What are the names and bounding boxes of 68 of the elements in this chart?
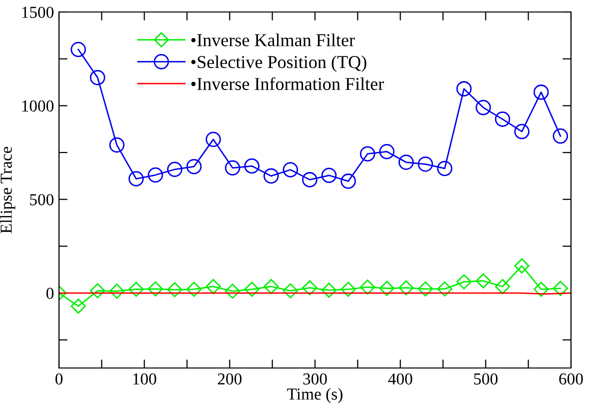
y-axis-title: Ellipse Trace <box>0 146 16 234</box>
point <box>340 174 356 189</box>
point <box>302 280 318 296</box>
point <box>418 281 433 296</box>
point <box>128 171 144 186</box>
point <box>225 284 240 299</box>
x-tick-label: 200 <box>218 373 242 385</box>
y-tick-label: 1000 <box>22 100 54 112</box>
point <box>167 162 182 178</box>
point <box>70 42 86 58</box>
x-tick-label: 600 <box>559 373 583 385</box>
point <box>398 154 414 170</box>
point <box>398 280 414 296</box>
legend-label: •Inverse Information Filter <box>191 77 384 90</box>
point <box>90 70 106 86</box>
point <box>148 167 164 183</box>
point <box>167 282 182 298</box>
x-axis-title: Time (s) <box>287 388 342 404</box>
point <box>533 84 549 100</box>
y-tick-label: 1500 <box>22 6 54 18</box>
x-tick-label: 300 <box>303 373 327 385</box>
point <box>437 160 452 176</box>
point <box>437 281 452 296</box>
point <box>186 282 202 297</box>
point <box>514 124 530 140</box>
point <box>90 283 106 298</box>
point <box>264 278 279 294</box>
point <box>514 258 530 274</box>
point <box>244 282 260 297</box>
point <box>148 281 163 296</box>
point <box>302 172 318 188</box>
point <box>109 137 124 153</box>
x-tick-label: 0 <box>55 373 63 385</box>
point <box>321 168 337 184</box>
point <box>456 274 472 290</box>
point <box>109 284 124 299</box>
point <box>552 280 568 296</box>
point <box>360 146 376 162</box>
point <box>379 280 394 296</box>
point <box>494 278 510 294</box>
point <box>128 282 144 297</box>
point <box>340 282 356 297</box>
point <box>476 273 491 288</box>
x-tick-label: 400 <box>388 373 412 385</box>
legend-label: •Selective Position (TQ) <box>191 55 366 72</box>
point <box>282 283 298 298</box>
point <box>224 160 240 176</box>
point <box>206 278 221 294</box>
point <box>494 112 510 127</box>
point <box>418 156 434 172</box>
point <box>264 168 279 184</box>
x-tick-label: 500 <box>474 373 498 385</box>
point <box>321 282 337 298</box>
point <box>282 162 298 178</box>
point <box>70 298 86 314</box>
y-tick-label: 500 <box>30 194 54 206</box>
point <box>552 128 568 144</box>
point <box>244 158 260 174</box>
x-tick-label: 100 <box>133 373 156 385</box>
point <box>186 158 202 174</box>
y-tick-label: 0 <box>46 288 54 299</box>
point <box>360 279 376 295</box>
point <box>379 144 394 160</box>
point <box>206 132 221 148</box>
point <box>476 100 491 116</box>
point <box>456 81 472 96</box>
point <box>534 282 549 297</box>
legend-label: •Inverse Kalman Filter <box>191 34 355 46</box>
